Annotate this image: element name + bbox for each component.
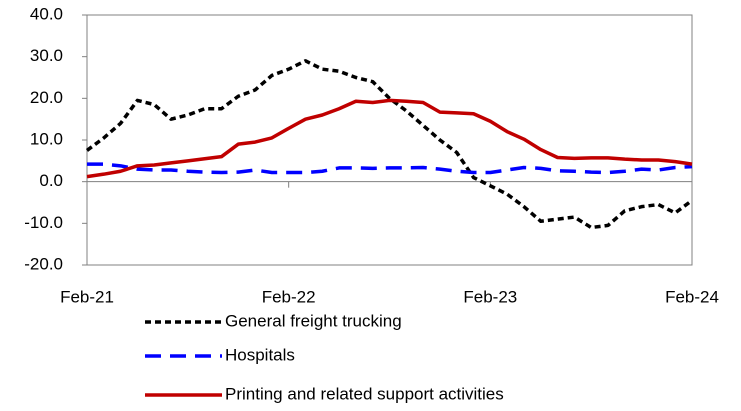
x-tick-label: Feb-24 xyxy=(665,287,719,306)
series-line xyxy=(85,59,694,230)
y-tick-label: 30.0 xyxy=(30,46,63,65)
y-tick-label: -20.0 xyxy=(24,254,63,273)
series-line xyxy=(86,98,693,179)
legend-label: Printing and related support activities xyxy=(225,384,504,403)
x-tick-label: Feb-21 xyxy=(60,287,114,306)
y-tick-label: 20.0 xyxy=(30,88,63,107)
series-line xyxy=(87,162,693,175)
x-tick-label: Feb-22 xyxy=(262,287,316,306)
y-tick-label: 40.0 xyxy=(30,4,63,23)
y-tick-label: 0.0 xyxy=(39,171,63,190)
legend-label: General freight trucking xyxy=(225,311,402,330)
x-tick-label: Feb-23 xyxy=(463,287,517,306)
plot-frame xyxy=(86,14,693,266)
y-tick-label: 10.0 xyxy=(30,129,63,148)
y-tick-label: -10.0 xyxy=(24,213,63,232)
legend-label: Hospitals xyxy=(225,345,295,364)
